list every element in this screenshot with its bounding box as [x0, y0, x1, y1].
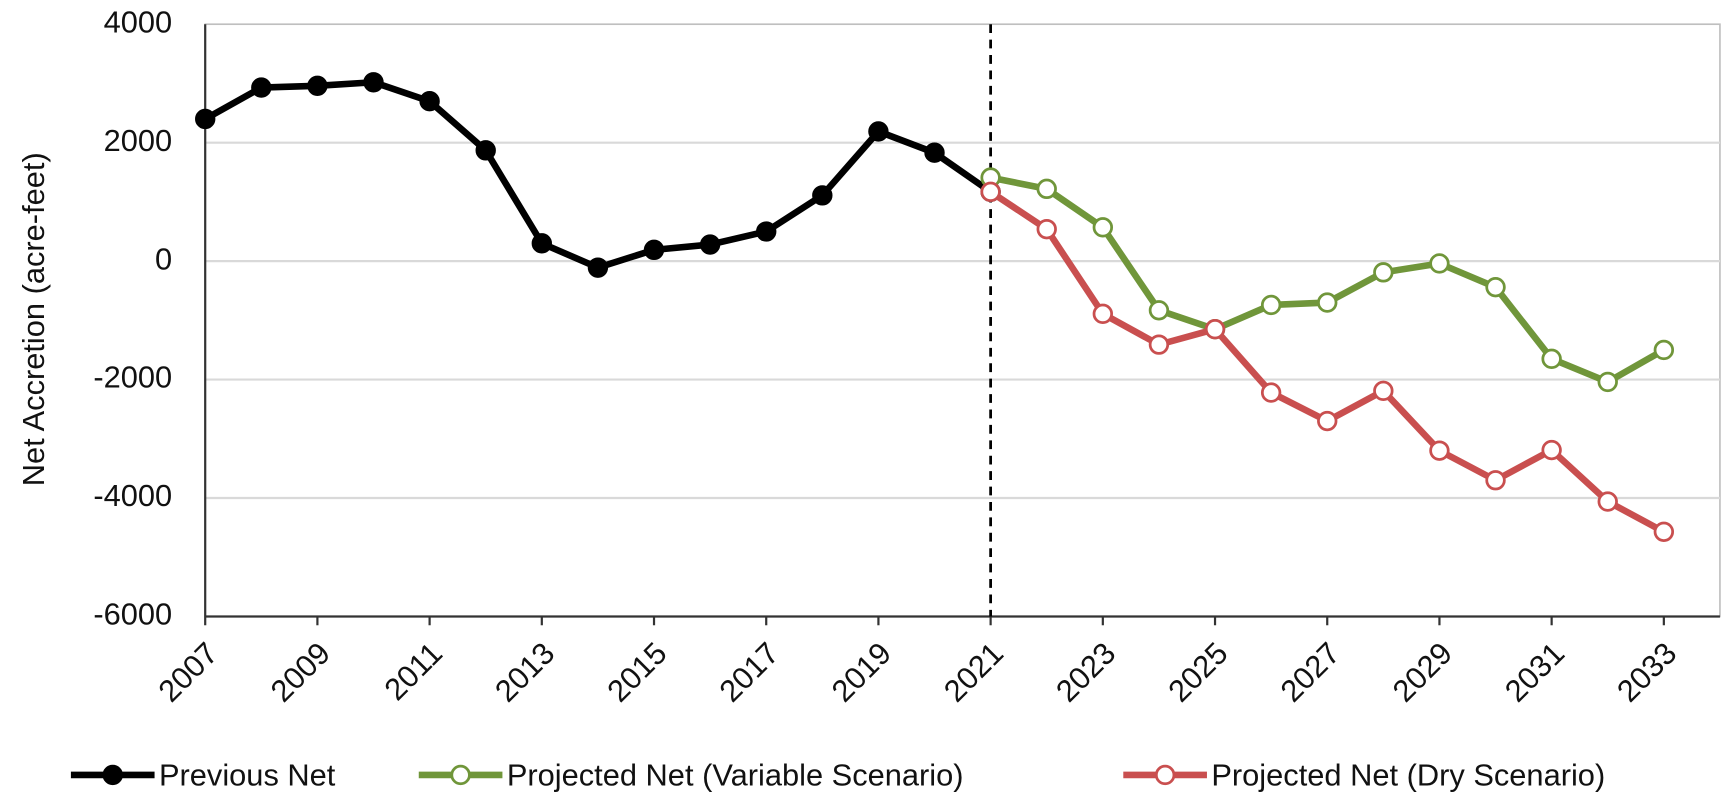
x-tick-label: 2029 [1386, 635, 1459, 708]
data-point [1260, 294, 1282, 316]
data-point [1036, 218, 1057, 240]
legend-marker [1154, 764, 1176, 786]
data-point [1653, 521, 1675, 542]
y-tick-label: -2000 [93, 360, 172, 395]
x-tick-label: 2023 [1049, 635, 1122, 708]
y-tick-label: -4000 [93, 478, 172, 513]
data-point [1317, 292, 1338, 313]
legend-label: Projected Net (Variable Scenario) [507, 757, 964, 792]
data-point [1092, 303, 1114, 325]
data-point [1204, 319, 1226, 340]
data-point [587, 257, 609, 278]
data-point [1597, 491, 1618, 512]
data-point [1429, 253, 1450, 274]
x-tick-label: 2021 [937, 635, 1010, 708]
data-point [1485, 470, 1506, 491]
x-tick-label: 2033 [1610, 635, 1683, 708]
data-point [1148, 300, 1170, 321]
data-point [1597, 371, 1618, 393]
y-tick-label: 4000 [104, 4, 173, 39]
x-tick-label: 2007 [151, 635, 224, 708]
data-point [363, 72, 384, 93]
data-point [1260, 382, 1282, 403]
data-point [1373, 262, 1394, 283]
data-point [307, 75, 328, 96]
data-point [1148, 334, 1170, 355]
data-point [531, 233, 552, 254]
legend-marker [450, 764, 471, 786]
x-tick-label: 2019 [825, 635, 898, 708]
y-tick-label: 2000 [104, 123, 173, 158]
legend-label: Previous Net [159, 757, 336, 792]
data-point [924, 142, 945, 163]
data-point [699, 234, 721, 255]
data-point [1653, 339, 1675, 361]
x-tick-label: 2011 [378, 635, 450, 707]
data-point [1541, 439, 1562, 461]
data-point [251, 77, 272, 98]
data-point [1036, 178, 1057, 200]
data-point [1541, 348, 1562, 370]
data-point [868, 121, 889, 142]
x-tick-label: 2013 [488, 635, 561, 708]
data-point [812, 185, 833, 206]
data-point [756, 221, 777, 242]
data-point [1092, 217, 1114, 238]
y-tick-label: -6000 [93, 597, 172, 632]
data-point [1429, 440, 1450, 461]
x-tick-label: 2015 [600, 635, 673, 708]
legend-marker [102, 764, 123, 786]
x-tick-label: 2025 [1161, 635, 1234, 708]
plot-frame [204, 23, 1721, 618]
data-point [1485, 276, 1506, 298]
x-tick-label: 2017 [713, 635, 786, 708]
series-line [989, 174, 1666, 386]
y-axis-label: Net Accretion (acre-feet) [16, 152, 51, 486]
x-tick-label: 2031 [1498, 635, 1571, 708]
x-tick-label: 2027 [1274, 635, 1347, 708]
series-line [203, 78, 993, 271]
data-point [475, 140, 496, 161]
data-point [1373, 380, 1394, 402]
data-point [643, 239, 665, 261]
legend-label: Projected Net (Dry Scenario) [1211, 757, 1605, 792]
y-tick-label: 0 [155, 241, 172, 276]
data-point [1317, 410, 1338, 432]
x-tick-label: 2009 [264, 635, 337, 708]
data-point [195, 108, 216, 130]
data-point [980, 181, 1001, 203]
data-point [419, 91, 440, 112]
